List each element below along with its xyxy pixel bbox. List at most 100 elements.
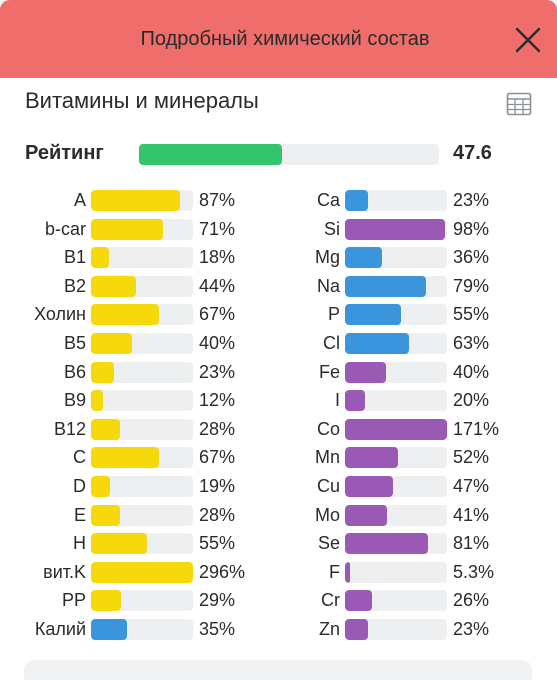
nutrient-name: B9 <box>63 390 86 411</box>
nutrient-row: B2 44% <box>0 272 557 300</box>
nutrient-name: C <box>73 447 86 468</box>
nutrient-name: B6 <box>63 361 86 382</box>
nutrient-bar-fill <box>91 561 193 583</box>
nutrient-row: A 87% <box>0 186 557 214</box>
nutrient-row: Cu 47% <box>0 472 557 500</box>
nutrient-row: Se 81% <box>0 529 557 557</box>
nutrient-percent: 44% <box>199 275 236 296</box>
nutrient-percent: 71% <box>199 218 236 239</box>
nutrient-bar-fill <box>345 533 428 555</box>
nutrient-bar-fill <box>91 533 148 555</box>
nutrient-name: Cl <box>323 333 340 353</box>
nutrient-percent: 35% <box>199 619 236 639</box>
nutrient-row: Cr 26% <box>0 586 557 614</box>
nutrient-percent: 26% <box>453 590 490 611</box>
nutrient-name: вит.K <box>43 561 86 582</box>
nutrient-name: Cr <box>321 590 340 611</box>
nutrient-percent: 18% <box>199 247 236 268</box>
rating-value: 47.6 <box>453 142 492 164</box>
nutrient-bar <box>345 304 447 326</box>
nutrient-bar <box>345 504 447 526</box>
nutrient-percent: 87% <box>199 190 236 210</box>
nutrient-bar <box>91 390 193 412</box>
nutrient-bar-fill <box>91 619 127 640</box>
nutrient-bar <box>345 533 447 555</box>
nutrient-percent: 47% <box>453 476 490 496</box>
nutrient-row: b-car 71% <box>0 215 557 243</box>
nutrient-name: PP <box>61 590 86 611</box>
nutrient-percent: 67% <box>199 304 236 325</box>
nutrient-row: Ca 23% <box>0 186 557 214</box>
nutrient-percent: 81% <box>453 533 490 554</box>
nutrient-percent: 29% <box>199 590 236 611</box>
nutrient-bar <box>91 275 193 297</box>
nutrient-bar-fill <box>91 247 110 269</box>
nutrient-bar <box>91 247 193 269</box>
nutrient-row: вит.K 296% <box>0 558 557 586</box>
nutrient-bar <box>345 361 447 383</box>
nutrient-bar <box>91 218 193 240</box>
nutrient-bar <box>91 590 193 612</box>
nutrient-name: Mn <box>314 447 340 468</box>
nutrient-bar <box>91 533 193 555</box>
nutrient-bar-fill <box>91 476 111 497</box>
nutrient-row: Fe 40% <box>0 358 557 386</box>
nutrient-bar-fill <box>91 333 132 354</box>
nutrient-bar <box>345 418 447 440</box>
nutrient-name: Si <box>323 218 340 239</box>
nutrient-name: E <box>73 504 86 525</box>
nutrient-name: B2 <box>63 275 86 296</box>
nutrient-name: Mo <box>314 504 340 525</box>
nutrient-name: Калий <box>34 619 86 639</box>
nutrient-bar <box>91 361 193 383</box>
nutrient-row: Mo 41% <box>0 501 557 529</box>
nutrient-bar-fill <box>345 190 369 211</box>
nutrient-row: Калий 35% <box>0 615 557 643</box>
nutrient-row: B6 23% <box>0 358 557 386</box>
nutrient-percent: 52% <box>453 447 490 468</box>
nutrient-row: Cl 63% <box>0 329 557 357</box>
modal-header: Подробный химический состав <box>0 0 557 78</box>
nutrient-bar <box>91 333 193 354</box>
nutrient-row: F 5.3% <box>0 558 557 586</box>
nutrient-bar-fill <box>91 218 164 240</box>
nutrient-row: B9 12% <box>0 386 557 414</box>
nutrient-percent: 5.3% <box>453 561 495 582</box>
nutrient-name: Fe <box>318 361 340 382</box>
nutrient-bar <box>345 590 447 612</box>
nutrient-bar <box>345 447 447 469</box>
nutrient-percent: 55% <box>199 533 236 554</box>
nutrient-bar-fill <box>345 619 369 640</box>
nutrient-bar <box>91 190 193 211</box>
nutrient-name: F <box>329 561 340 582</box>
close-icon[interactable] <box>512 24 544 56</box>
nutrient-percent: 63% <box>453 333 490 353</box>
nutrient-percent: 23% <box>453 190 490 210</box>
nutrient-percent: 67% <box>199 447 236 468</box>
nutrient-row: I 20% <box>0 386 557 414</box>
nutrient-bar <box>345 619 447 640</box>
nutrient-row: Холин 67% <box>0 300 557 328</box>
nutrient-row: Mn 52% <box>0 443 557 471</box>
nutrient-row: C 67% <box>0 443 557 471</box>
nutrient-name: Co <box>316 418 340 439</box>
nutrient-percent: 23% <box>199 361 236 382</box>
nutrient-bar-fill <box>345 247 382 269</box>
nutrient-name: D <box>73 476 86 496</box>
nutrient-bar-fill <box>345 476 393 497</box>
nutrient-name: Cu <box>316 476 340 496</box>
nutrient-bar-fill <box>345 275 426 297</box>
nutrient-name: A <box>73 190 86 210</box>
nutrient-bar <box>91 504 193 526</box>
nutrient-row: Co 171% <box>0 415 557 443</box>
nutrient-name: B12 <box>53 418 86 439</box>
nutrient-name: Холин <box>34 304 86 325</box>
nutrient-percent: 40% <box>453 361 490 382</box>
table-icon[interactable] <box>506 92 532 116</box>
nutrient-bar <box>345 247 447 269</box>
nutrient-row: E 28% <box>0 501 557 529</box>
nutrient-name: P <box>327 304 340 325</box>
nutrient-row: Si 98% <box>0 215 557 243</box>
nutrient-bar <box>345 476 447 497</box>
nutrient-row: D 19% <box>0 472 557 500</box>
